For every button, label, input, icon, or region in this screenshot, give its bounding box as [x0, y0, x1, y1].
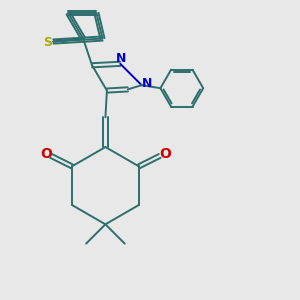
Text: N: N — [142, 77, 152, 90]
Text: O: O — [40, 147, 52, 161]
Text: O: O — [159, 147, 171, 161]
Text: N: N — [116, 52, 126, 65]
Text: S: S — [43, 36, 52, 49]
